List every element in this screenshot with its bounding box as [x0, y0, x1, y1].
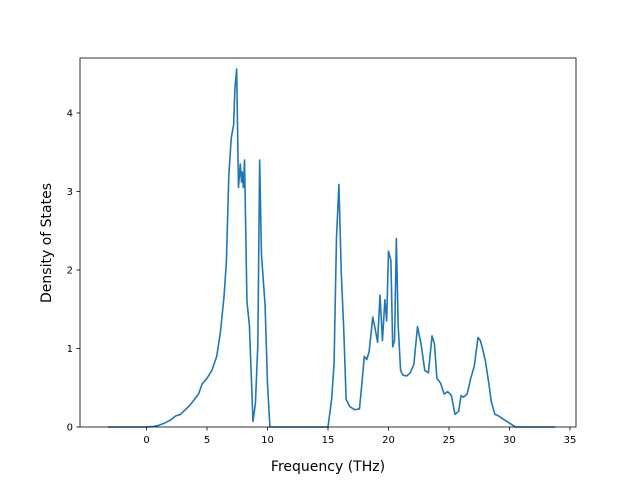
x-tick-label: 20: [382, 435, 395, 446]
y-tick-label: 4: [67, 108, 73, 119]
x-tick-label: 35: [564, 435, 577, 446]
x-tick-label: 5: [204, 435, 210, 446]
x-axis-title: Frequency (THz): [271, 459, 385, 475]
y-tick-label: 2: [67, 265, 73, 276]
x-tick-label: 25: [443, 435, 456, 446]
x-tick-label: 15: [322, 435, 335, 446]
y-axis-title: Density of States: [39, 183, 55, 303]
y-tick-label: 0: [67, 423, 73, 434]
axis-ticks: 0 5 10 15 20 25 30 35 0 1 2 3 4: [67, 108, 577, 446]
x-tick-label: 30: [503, 435, 516, 446]
y-tick-label: 3: [67, 187, 73, 198]
x-tick-label: 0: [143, 435, 149, 446]
y-tick-label: 1: [67, 344, 73, 355]
dos-series-line: [107, 68, 556, 428]
x-tick-label: 10: [261, 435, 274, 446]
